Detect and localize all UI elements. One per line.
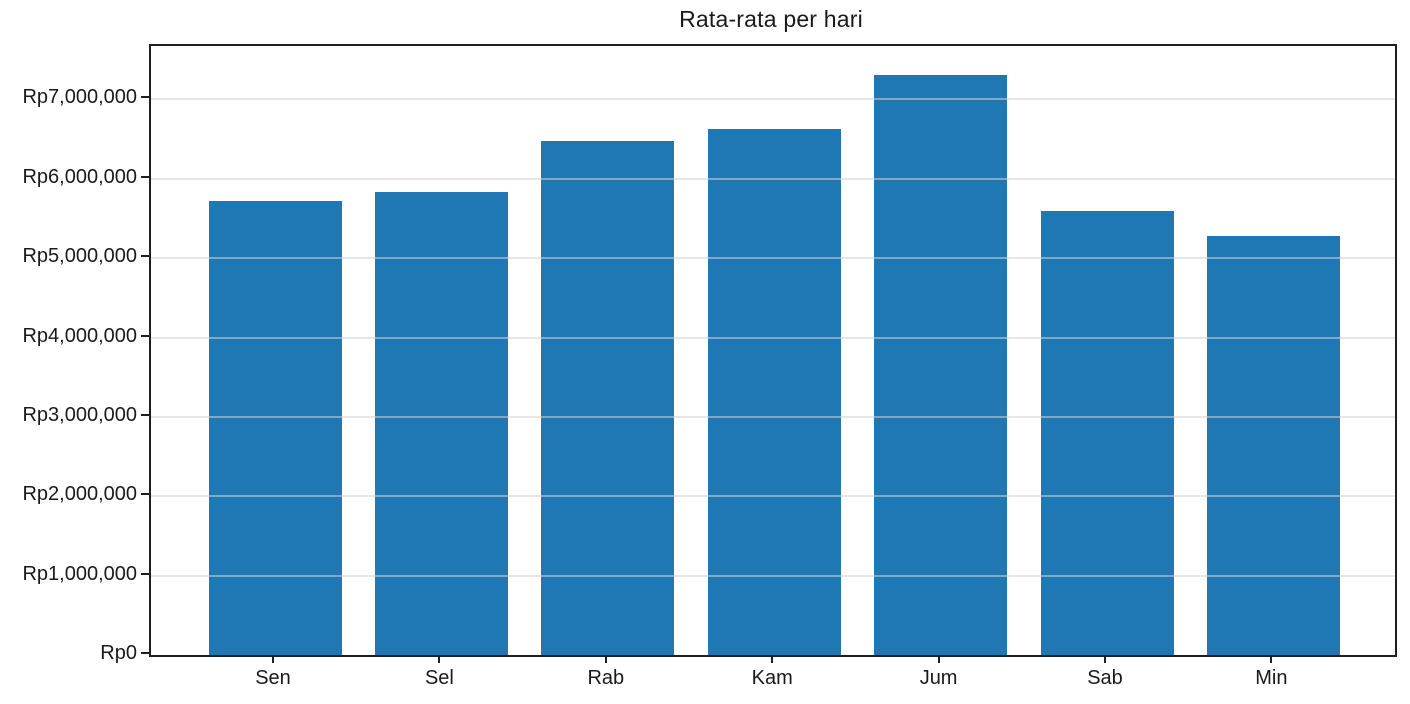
x-tick-label-min: Min (1255, 667, 1288, 689)
bar-sel (374, 192, 508, 655)
x-tick-mark-rab (604, 655, 607, 663)
y-tick-mark-3000000 (141, 413, 149, 416)
y-tick-label-3000000: Rp3,000,000 (22, 403, 137, 426)
gridline-6000000 (151, 177, 1395, 180)
y-tick-label-6000000: Rp6,000,000 (22, 165, 137, 188)
bar-kam (707, 128, 841, 655)
bar-rab (541, 140, 675, 655)
y-tick-mark-1000000 (141, 572, 149, 575)
x-tick-mark-sen (272, 655, 274, 663)
gridline-3000000 (151, 415, 1395, 418)
bar-min (1206, 236, 1340, 655)
y-tick-mark-7000000 (141, 96, 149, 99)
bar-jum (874, 74, 1008, 655)
y-tick-mark-6000000 (141, 175, 149, 178)
plot-area (149, 44, 1397, 657)
y-tick-label-7000000: Rp7,000,000 (22, 86, 137, 109)
y-tick-mark-2000000 (141, 493, 149, 496)
y-tick-label-1000000: Rp1,000,000 (22, 562, 137, 585)
bar-sen (208, 201, 342, 655)
y-tick-mark-0 (141, 652, 149, 654)
x-tick-label-rab: Rab (587, 667, 625, 689)
x-tick-label-kam: Kam (751, 667, 793, 689)
gridline-4000000 (151, 336, 1395, 339)
x-tick-mark-sab (1104, 655, 1106, 663)
x-tick-mark-jum (937, 655, 940, 663)
x-tick-label-sab: Sab (1087, 667, 1123, 689)
bar-sab (1040, 211, 1174, 655)
x-tick-label-jum: Jum (919, 667, 958, 689)
x-tick-mark-min (1270, 655, 1273, 663)
y-tick-label-5000000: Rp5,000,000 (22, 245, 137, 268)
gridline-5000000 (151, 257, 1395, 260)
x-tick-mark-sel (438, 655, 441, 663)
gridline-7000000 (151, 98, 1395, 101)
y-tick-mark-4000000 (141, 334, 149, 337)
y-tick-label-4000000: Rp4,000,000 (22, 324, 137, 347)
x-tick-mark-kam (771, 655, 774, 663)
y-tick-label-2000000: Rp2,000,000 (22, 483, 137, 506)
y-tick-mark-5000000 (141, 255, 149, 258)
y-tick-label-0: Rp0 (100, 642, 137, 664)
gridline-2000000 (151, 495, 1395, 498)
gridline-1000000 (151, 574, 1395, 577)
x-tick-label-sen: Sen (255, 667, 291, 689)
x-tick-label-sel: Sel (424, 667, 454, 689)
chart-title: Rata-rata per hari (679, 6, 863, 32)
